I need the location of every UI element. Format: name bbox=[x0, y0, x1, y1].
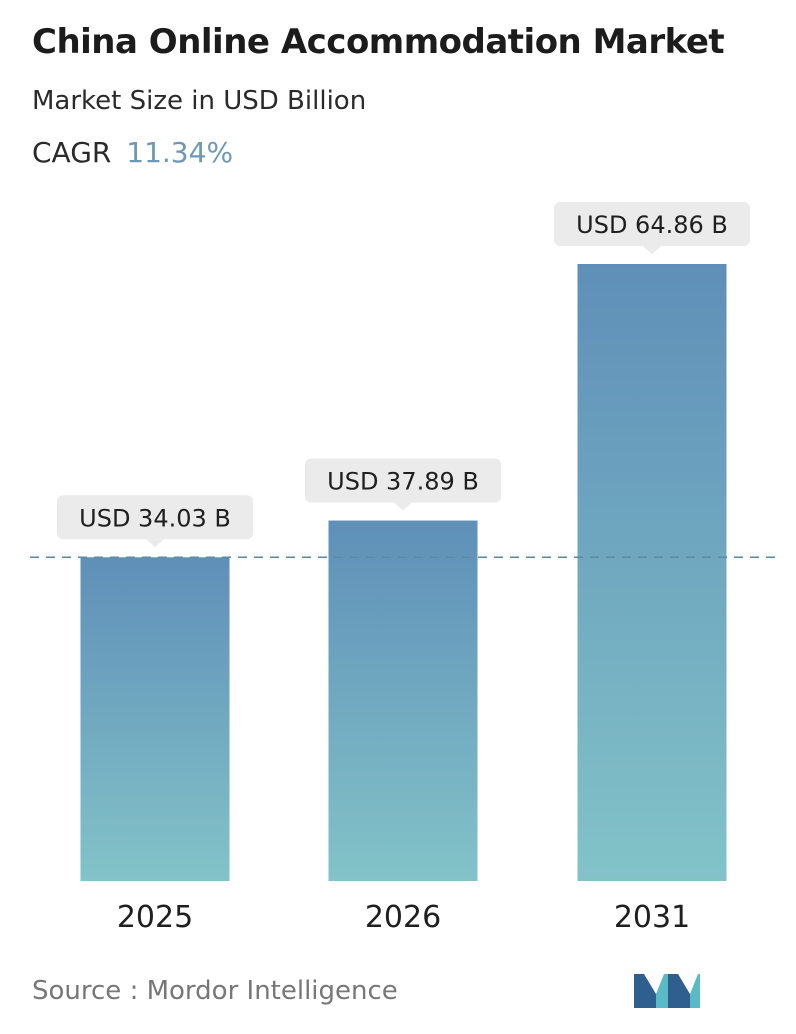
value-label-2031: USD 64.86 B bbox=[554, 202, 750, 254]
x-tick-label-2031: 2031 bbox=[614, 900, 690, 935]
value-label-pointer bbox=[643, 246, 661, 254]
cagr-label: CAGR bbox=[32, 136, 112, 169]
bar-2031 bbox=[577, 264, 727, 881]
value-label-text: USD 37.89 B bbox=[327, 468, 479, 496]
value-label-background bbox=[305, 458, 501, 503]
value-label-2025: USD 34.03 B bbox=[57, 495, 253, 548]
bar-2026 bbox=[328, 520, 478, 881]
value-label-text: USD 34.03 B bbox=[79, 504, 231, 532]
value-label-background bbox=[57, 495, 253, 540]
x-tick-label-2025: 2025 bbox=[117, 900, 193, 935]
value-label-text: USD 64.86 B bbox=[576, 211, 728, 239]
value-label-pointer bbox=[146, 539, 164, 548]
chart-title: China Online Accommodation Market bbox=[32, 22, 725, 62]
x-tick-label-2026: 2026 bbox=[365, 900, 441, 935]
cagr-row: CAGR 11.34% bbox=[32, 136, 233, 169]
bar-2025 bbox=[80, 557, 230, 881]
cagr-value: 11.34% bbox=[126, 136, 234, 169]
value-label-2026: USD 37.89 B bbox=[305, 458, 501, 511]
value-label-background bbox=[554, 202, 750, 246]
value-label-pointer bbox=[394, 502, 412, 511]
chart-subtitle: Market Size in USD Billion bbox=[32, 86, 367, 116]
source-text: Source : Mordor Intelligence bbox=[32, 976, 398, 1006]
mordor-intelligence-logo-icon bbox=[634, 974, 700, 1008]
